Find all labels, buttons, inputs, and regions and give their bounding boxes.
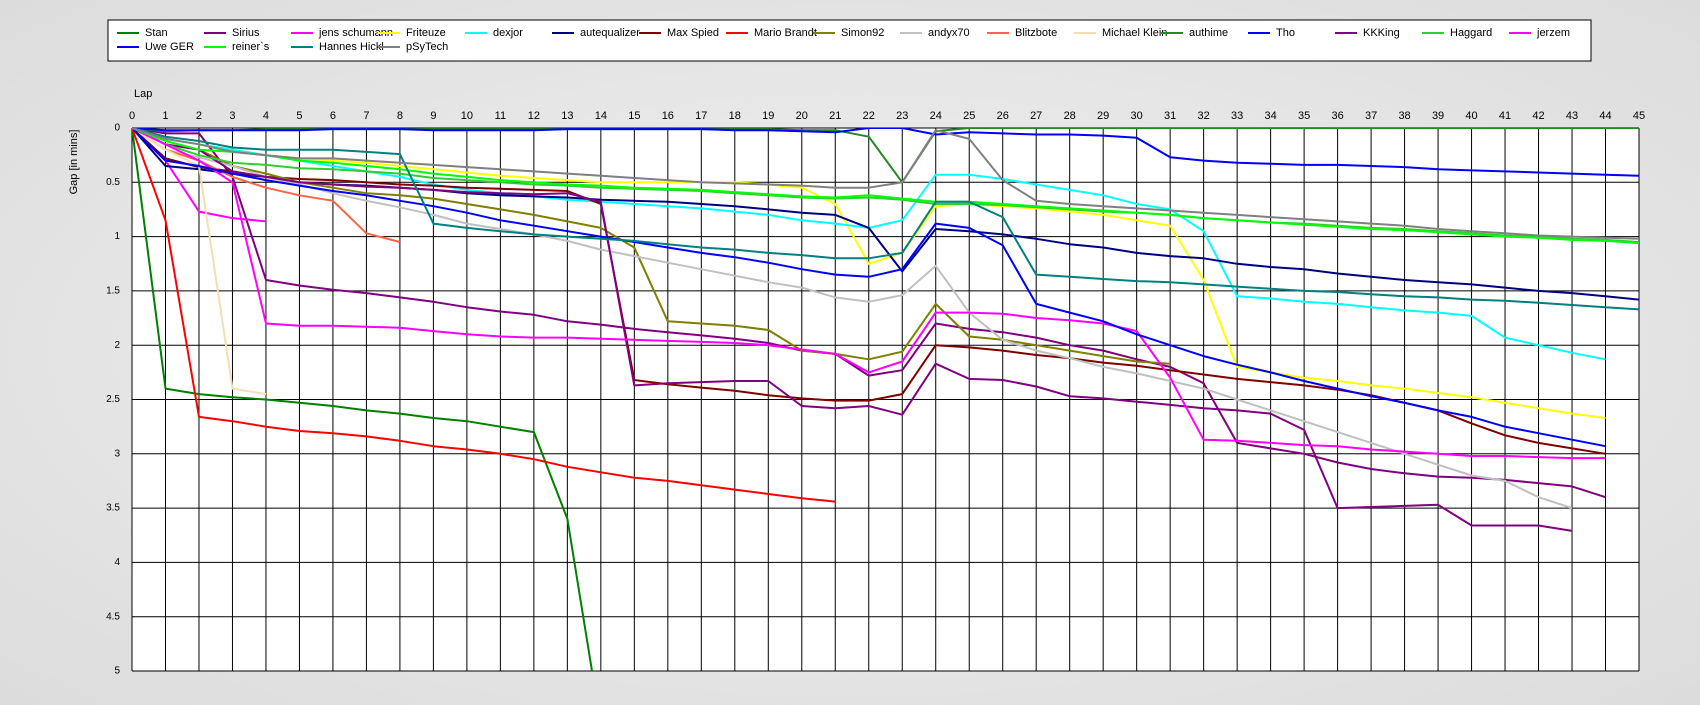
x-tick-label: 2 — [196, 110, 202, 122]
y-tick-label: 0.5 — [106, 177, 120, 188]
series-line — [132, 128, 1573, 532]
x-tick-label: 36 — [1331, 110, 1343, 122]
x-tick-label: 21 — [829, 110, 841, 122]
series-line — [132, 128, 1639, 240]
legend-label: Sirius — [232, 27, 260, 39]
x-tick-label: 11 — [495, 110, 506, 122]
series-line — [132, 128, 1606, 448]
x-tick-label: 6 — [330, 110, 336, 122]
plot-lines — [132, 128, 1639, 671]
series-line — [132, 128, 401, 243]
x-tick-label: 10 — [461, 110, 473, 122]
y-tick-label: 2.5 — [106, 394, 120, 405]
x-tick-label: 35 — [1298, 110, 1310, 122]
legend-box — [107, 19, 1592, 62]
x-tick-label: 18 — [729, 110, 741, 122]
legend-label: Uwe GER — [145, 41, 194, 53]
x-tick-label: 27 — [1030, 110, 1042, 122]
x-tick-label: 29 — [1097, 110, 1109, 122]
x-tick-label: 4 — [263, 110, 269, 122]
x-tick-label: 42 — [1532, 110, 1544, 122]
x-tick-label: 45 — [1633, 110, 1645, 122]
y-axis-label: Gap [in mins] — [68, 130, 80, 195]
x-tick-label: 37 — [1365, 110, 1377, 122]
x-tick-label: 39 — [1432, 110, 1444, 122]
x-tick-label: 23 — [896, 110, 908, 122]
legend-label: jens schumann — [318, 27, 393, 39]
series-line — [132, 128, 1639, 243]
legend-label: authime — [1189, 27, 1228, 39]
x-tick-label: 43 — [1566, 110, 1578, 122]
x-tick-label: 41 — [1499, 110, 1511, 122]
x-axis-label: Lap — [134, 88, 152, 100]
x-tick-label: 16 — [662, 110, 674, 122]
legend-label: Michael Klein — [1102, 27, 1167, 39]
x-tick-label: 7 — [363, 110, 369, 122]
series-line — [132, 128, 1606, 499]
x-tick-label: 12 — [528, 110, 540, 122]
legend-label: andyx70 — [928, 27, 970, 39]
x-tick-label: 44 — [1599, 110, 1611, 122]
legend-label: KKKing — [1363, 27, 1400, 39]
x-tick-label: 30 — [1131, 110, 1143, 122]
legend-label: Blitzbote — [1015, 27, 1057, 39]
x-tick-label: 38 — [1398, 110, 1410, 122]
y-tick-label: 4 — [114, 557, 120, 568]
legend-label: dexjor — [493, 27, 523, 39]
x-tick-label: 26 — [997, 110, 1009, 122]
legend-label: Mario Brandt — [754, 27, 817, 39]
series-line — [132, 128, 594, 671]
y-tick-label: 4.5 — [106, 611, 120, 622]
y-tick-label: 1.5 — [106, 286, 120, 297]
legend-label: autequalizer — [580, 27, 640, 39]
x-tick-label: 1 — [162, 110, 168, 122]
x-tick-label: 17 — [695, 110, 707, 122]
x-tick-label: 34 — [1264, 110, 1276, 122]
legend-label: Hannes Hickl — [319, 41, 384, 53]
x-tick-label: 33 — [1231, 110, 1243, 122]
x-tick-label: 32 — [1198, 110, 1210, 122]
series-line — [132, 128, 1573, 510]
series-line — [132, 128, 1639, 245]
x-tick-label: 15 — [628, 110, 640, 122]
y-tick-label: 3.5 — [106, 503, 120, 514]
x-tick-label: 13 — [561, 110, 573, 122]
x-tick-label: 40 — [1465, 110, 1477, 122]
x-tick-label: 31 — [1164, 110, 1176, 122]
x-tick-label: 25 — [963, 110, 975, 122]
legend-label: Tho — [1276, 27, 1295, 39]
series-line — [132, 128, 1639, 311]
y-tick-label: 1 — [114, 231, 120, 242]
legend-label: Haggard — [1450, 27, 1492, 39]
legend-label: Simon92 — [841, 27, 884, 39]
series-line — [132, 128, 1606, 419]
x-tick-label: 9 — [430, 110, 436, 122]
y-tick-label: 5 — [114, 666, 120, 677]
x-tick-label: 3 — [229, 110, 235, 122]
legend-label: Stan — [145, 27, 168, 39]
series-line — [132, 128, 836, 503]
y-tick-label: 2 — [114, 340, 120, 351]
y-tick-label: 0 — [114, 123, 120, 134]
legend-label: Max Spied — [667, 27, 719, 39]
x-tick-label: 14 — [595, 110, 607, 122]
x-tick-label: 28 — [1064, 110, 1076, 122]
x-tick-label: 0 — [129, 110, 135, 122]
series-line — [132, 128, 1639, 177]
x-tick-label: 24 — [930, 110, 942, 122]
x-tick-label: 5 — [296, 110, 302, 122]
legend-label: Friteuze — [406, 27, 446, 39]
x-tick-label: 20 — [796, 110, 808, 122]
y-tick-label: 3 — [114, 448, 120, 459]
x-tick-label: 22 — [863, 110, 875, 122]
series-line — [132, 128, 1606, 460]
legend-label: reiner`s — [232, 41, 270, 53]
x-tick-label: 19 — [762, 110, 774, 122]
legend-label: jerzem — [1536, 27, 1570, 39]
x-tick-label: 8 — [397, 110, 403, 122]
legend-label: pSyTech — [406, 41, 448, 53]
